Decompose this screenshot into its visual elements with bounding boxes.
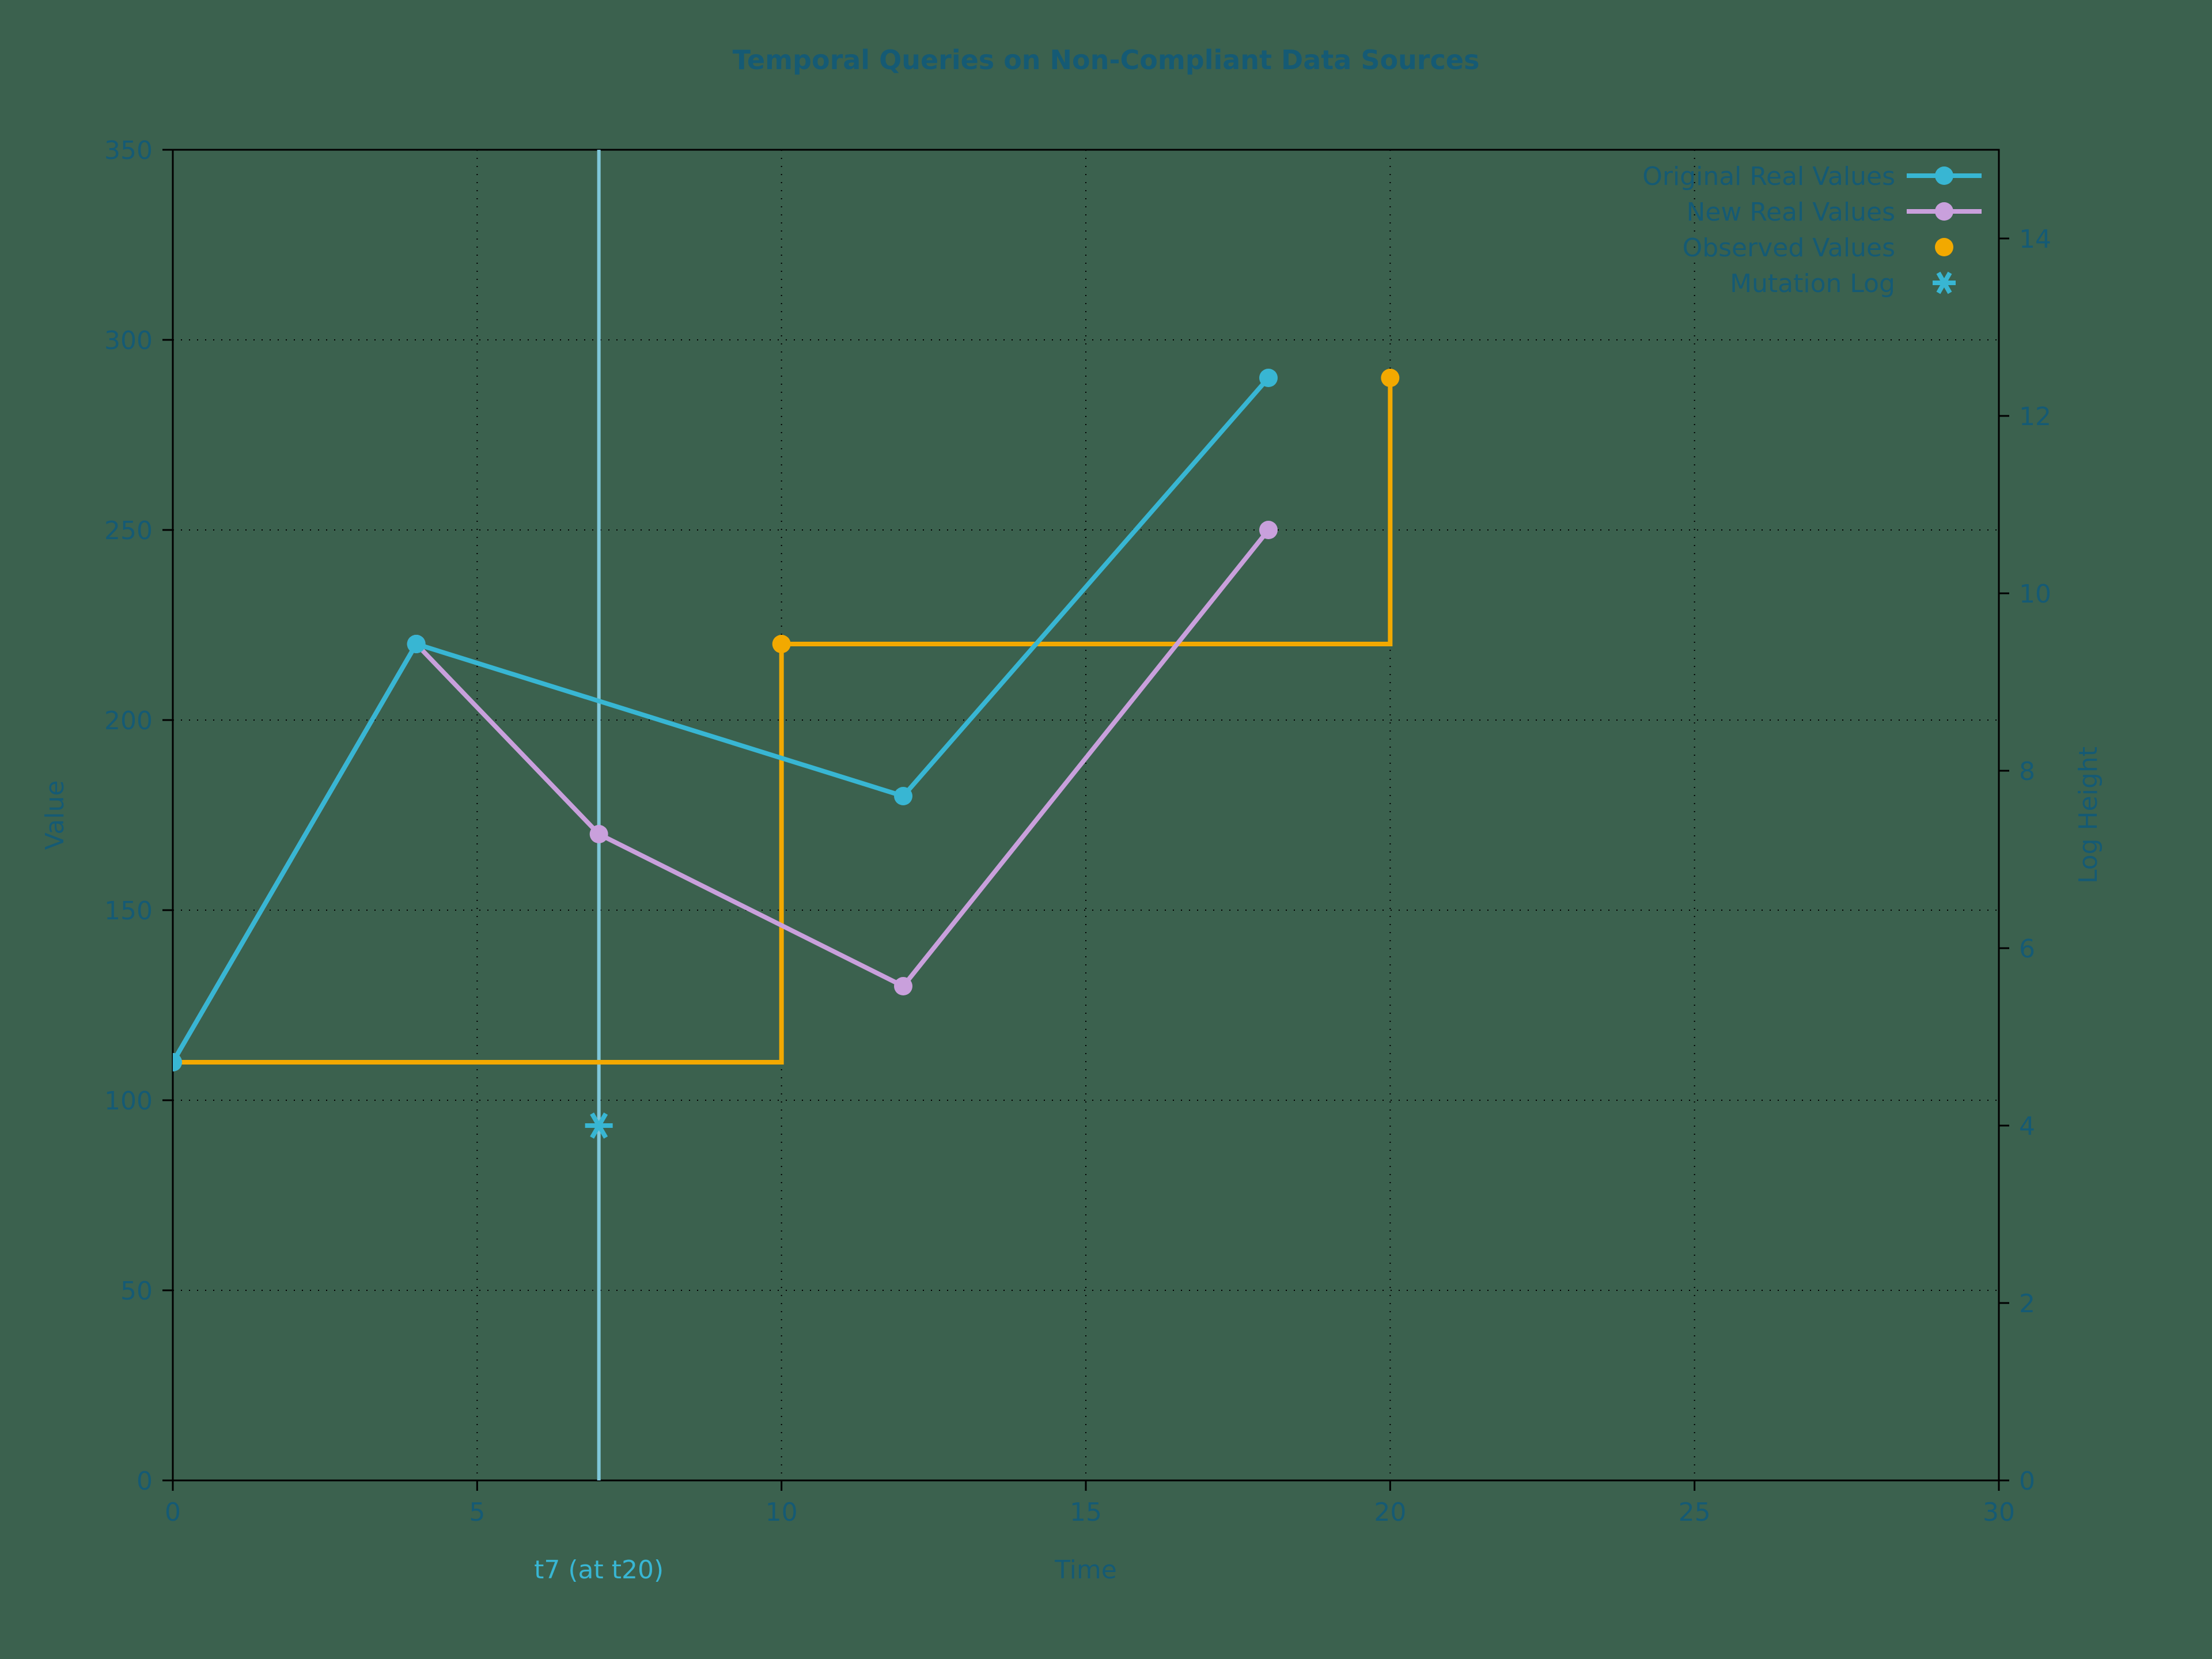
- y-tick-label: 350: [104, 136, 153, 165]
- legend-label: Observed Values: [1683, 233, 1895, 263]
- y-tick-label: 250: [104, 516, 153, 546]
- legend-sample-marker: [1935, 238, 1953, 256]
- legend-label: New Real Values: [1686, 198, 1895, 227]
- y-tick-label: 150: [104, 896, 153, 926]
- y-tick-label: 100: [104, 1086, 153, 1116]
- y-tick-label: 50: [120, 1277, 153, 1306]
- x-tick-label: 5: [469, 1498, 485, 1527]
- y2-tick-label: 14: [2019, 225, 2051, 254]
- x-tick-label: 10: [766, 1498, 798, 1527]
- x-tick-label: 20: [1374, 1498, 1406, 1527]
- x-tick-label: 15: [1070, 1498, 1102, 1527]
- y2-tick-label: 10: [2019, 579, 2051, 609]
- y2-tick-label: 2: [2019, 1289, 2035, 1319]
- legend-label: Mutation Log: [1730, 269, 1895, 298]
- x-tick-label: 25: [1679, 1498, 1711, 1527]
- y-tick-label: 200: [104, 706, 153, 736]
- original-real-values-point: [1259, 369, 1278, 387]
- legend-sample-marker: [1935, 166, 1953, 185]
- original-real-values-point: [894, 787, 912, 805]
- vline-label: t7 (at t20): [534, 1555, 664, 1585]
- y-tick-label: 0: [137, 1467, 153, 1496]
- x-tick-label: 30: [1983, 1498, 2015, 1527]
- observed-values-point: [1381, 369, 1399, 387]
- y2-tick-label: 12: [2019, 402, 2051, 431]
- original-real-values-point: [407, 635, 426, 653]
- x-axis-label: Time: [1054, 1555, 1117, 1585]
- chart-svg: Temporal Queries on Non-Compliant Data S…: [0, 0, 2212, 1659]
- x-tick-label: 0: [165, 1498, 181, 1527]
- y2-tick-label: 0: [2019, 1467, 2035, 1496]
- chart-container: Temporal Queries on Non-Compliant Data S…: [0, 0, 2212, 1659]
- legend-label: Original Real Values: [1642, 162, 1895, 191]
- y2-tick-label: 4: [2019, 1112, 2035, 1141]
- chart-title: Temporal Queries on Non-Compliant Data S…: [733, 44, 1480, 75]
- y2-tick-label: 6: [2019, 934, 2035, 964]
- new-real-values-point: [590, 825, 608, 843]
- y2-axis-label: Log Height: [2074, 747, 2103, 884]
- new-real-values-point: [1259, 521, 1278, 539]
- y-tick-label: 300: [104, 326, 153, 355]
- new-real-values-point: [894, 977, 912, 995]
- y2-tick-label: 8: [2019, 757, 2035, 786]
- y-axis-label: Value: [40, 781, 70, 850]
- observed-values-point: [772, 635, 791, 653]
- legend-sample-marker: [1935, 202, 1953, 221]
